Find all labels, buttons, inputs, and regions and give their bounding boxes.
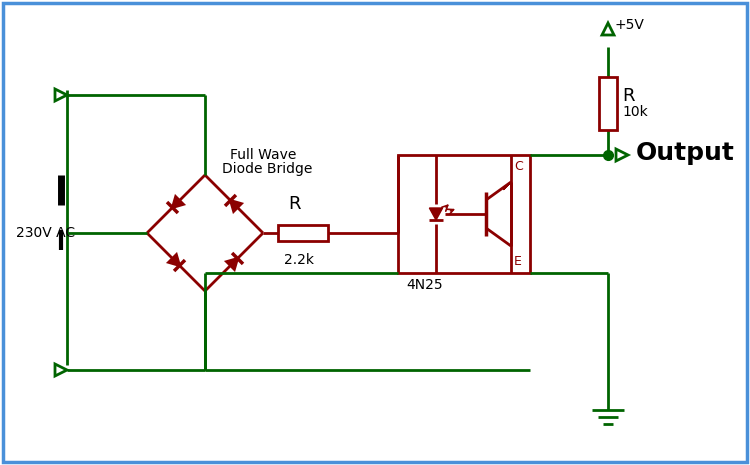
Text: C: C (514, 160, 523, 173)
Text: 2.2k: 2.2k (284, 253, 314, 267)
Text: 4N25: 4N25 (406, 278, 442, 292)
Polygon shape (226, 259, 238, 269)
Text: R: R (622, 86, 634, 105)
Text: E: E (514, 255, 522, 268)
Polygon shape (230, 200, 242, 212)
Text: R: R (289, 195, 302, 213)
Bar (398, 155, 530, 273)
Text: 230V AC: 230V AC (16, 226, 75, 240)
Bar (599, 77, 617, 130)
Text: +5V: +5V (614, 18, 644, 32)
Polygon shape (430, 208, 442, 220)
Polygon shape (172, 197, 184, 207)
Text: Diode Bridge: Diode Bridge (222, 162, 312, 176)
Polygon shape (503, 182, 511, 190)
Text: Output: Output (636, 141, 735, 165)
Text: 10k: 10k (622, 105, 648, 119)
Bar (278, 225, 328, 241)
Polygon shape (169, 254, 179, 266)
Text: Full Wave: Full Wave (230, 148, 296, 162)
